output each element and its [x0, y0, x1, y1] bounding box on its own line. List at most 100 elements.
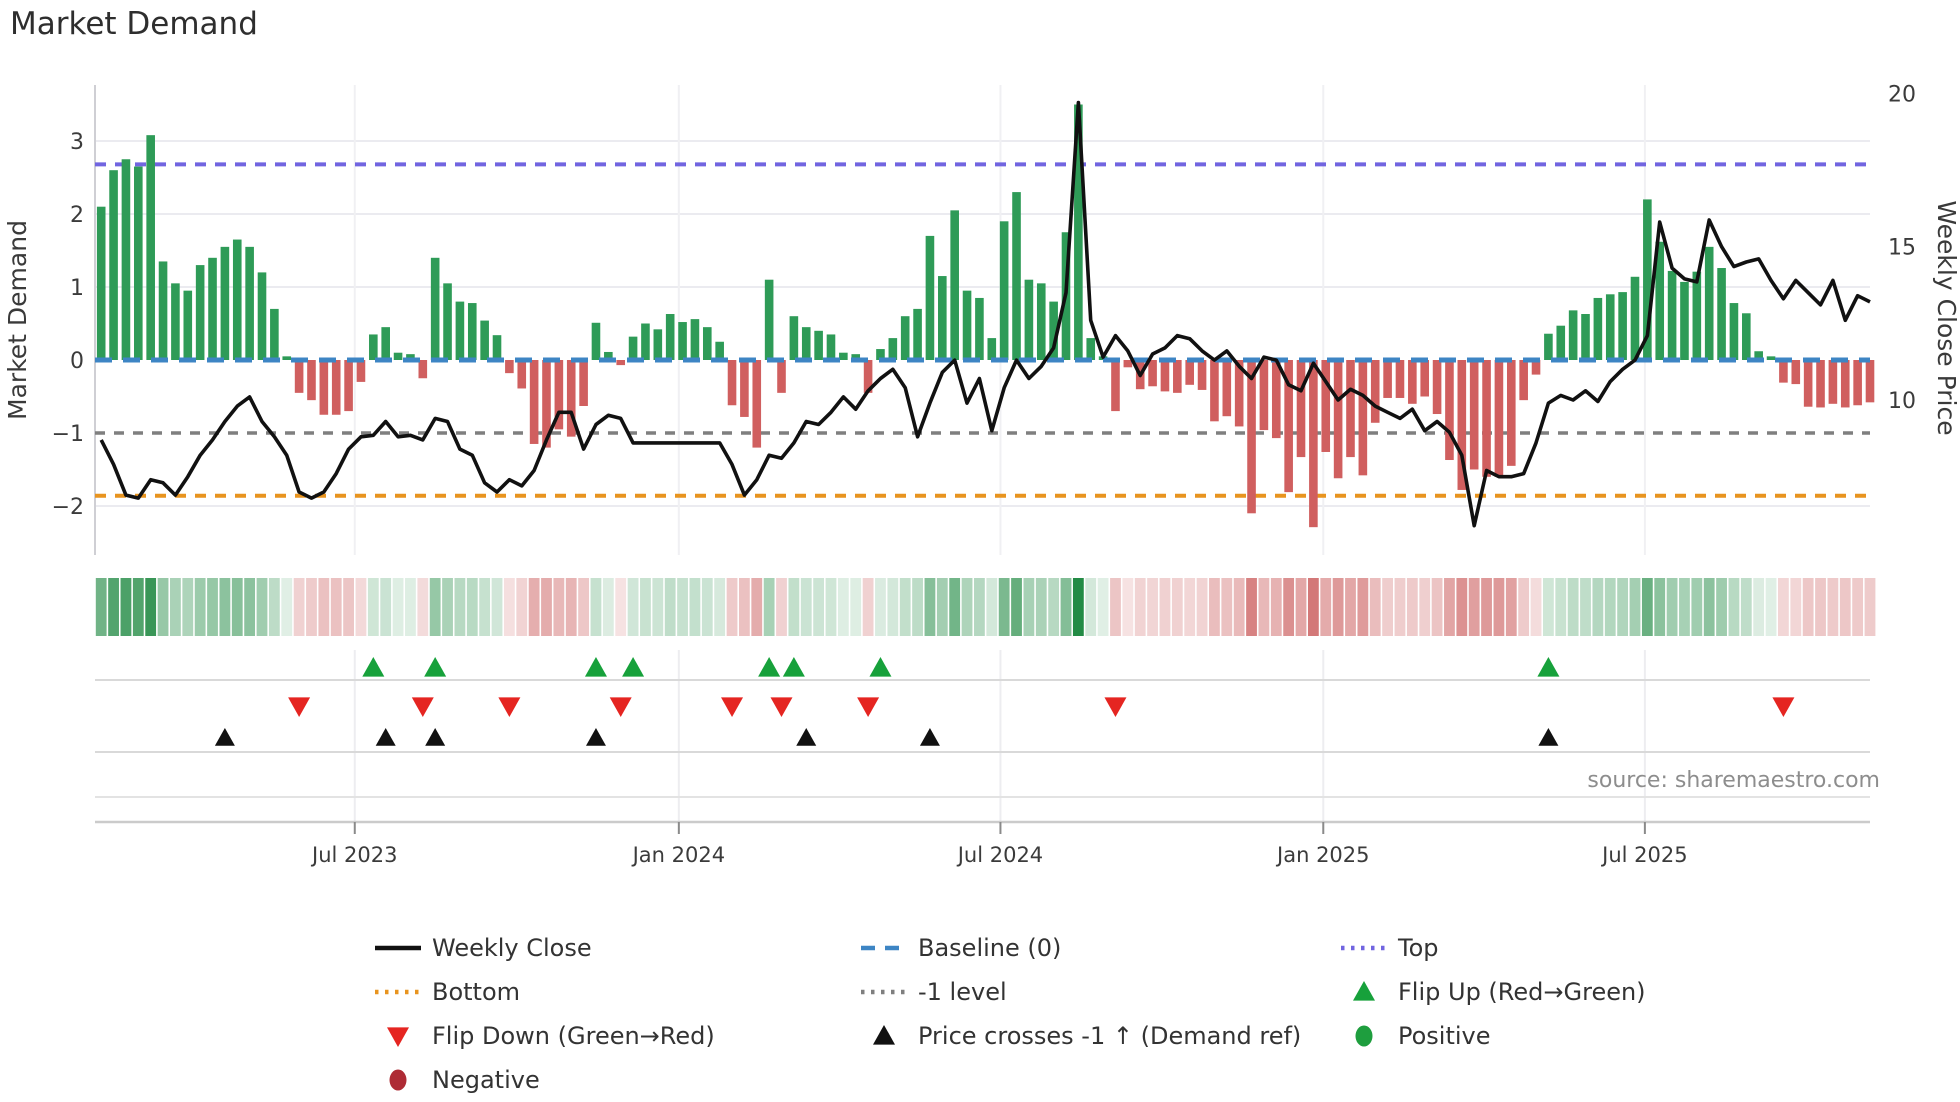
heatmap-cell [1357, 578, 1369, 636]
heatmap-cell [355, 578, 367, 636]
heatmap-cell [1221, 578, 1233, 636]
flip-up-markers [362, 657, 1560, 677]
demand-bar [1494, 360, 1504, 477]
heatmap-cell [899, 578, 911, 636]
legend-item-flip-up: Flip Up (Red→Green) [1353, 978, 1646, 1006]
heatmap-cell [491, 578, 503, 636]
demand-bar [1506, 360, 1516, 466]
heatmap-cell [380, 578, 392, 636]
flip-up-icon [869, 657, 892, 677]
demand-bar [96, 206, 106, 360]
demand-bar [1012, 192, 1021, 360]
heatmap-cell [912, 578, 923, 636]
legend: Weekly Close Baseline (0) Top Bottom -1 leve… [375, 934, 1646, 1094]
demand-bar [1049, 301, 1058, 360]
flip-down-icon [770, 697, 793, 717]
demand-bar [591, 322, 601, 360]
x-tick-label: Jul 2025 [1600, 843, 1687, 867]
heatmap-cell [182, 578, 194, 636]
demand-bar [975, 297, 984, 360]
price-cross-icon [425, 728, 446, 746]
demand-bar [1457, 360, 1467, 490]
demand-bar [851, 354, 861, 360]
legend-top-label: Top [1397, 934, 1439, 962]
heatmap-cell [1023, 578, 1035, 636]
flip-down-icon [857, 697, 880, 717]
demand-bar [1036, 283, 1046, 360]
heatmap-cell [330, 578, 342, 636]
demand-bar [1420, 360, 1430, 397]
demand-bar [1519, 360, 1528, 401]
demand-bar [1531, 360, 1541, 375]
heatmap-cell [207, 578, 218, 636]
demand-bar [529, 360, 539, 444]
demand-bar [1234, 360, 1244, 427]
heatmap-cell [1654, 578, 1666, 636]
demand-bar [1210, 360, 1219, 422]
heatmap-cell [949, 578, 961, 636]
demand-bar [1247, 360, 1256, 514]
demand-bar [393, 352, 403, 360]
demand-bar [1408, 360, 1417, 404]
heatmap-cell [528, 578, 540, 636]
heatmap-cell [120, 578, 132, 636]
demand-bar [702, 327, 712, 360]
heatmap-cell [1184, 578, 1196, 636]
demand-bar [1259, 360, 1269, 431]
price-cross-icon [919, 728, 940, 746]
heatmap-cell [1505, 578, 1517, 636]
heatmap-cell [442, 578, 453, 636]
y-right-tick-label: 20 [1888, 82, 1916, 107]
x-tick-label: Jul 2024 [956, 843, 1043, 867]
heatmap-cell [1703, 578, 1715, 636]
heatmap-cell [788, 578, 800, 636]
legend-flip-up-icon [1353, 981, 1375, 1001]
heatmap-cell [194, 578, 206, 636]
heatmap-cell [306, 578, 317, 636]
demand-bar [109, 170, 118, 360]
demand-bar [443, 283, 452, 360]
demand-bar [814, 330, 823, 360]
demand-bar [641, 323, 650, 360]
heatmap-cell [1369, 578, 1381, 636]
heatmap-cell [170, 578, 181, 636]
x-tick-label: Jul 2023 [310, 843, 397, 867]
demand-bar [715, 341, 724, 360]
demand-bar [826, 334, 836, 360]
demand-bar [1309, 360, 1318, 528]
heatmap-cell [1691, 578, 1703, 636]
heatmap-cell [1431, 578, 1443, 636]
heatmap-cell [1753, 578, 1765, 636]
demand-bar [690, 319, 700, 360]
heatmap-cell [1543, 578, 1554, 636]
demand-bar [1630, 276, 1640, 360]
heatmap-cell [268, 578, 280, 636]
legend-positive-icon [1355, 1025, 1373, 1047]
heatmap-cell [726, 578, 738, 636]
flip-down-icon [609, 697, 632, 717]
legend-baseline-label: Baseline (0) [918, 934, 1061, 962]
demand-bar [1568, 310, 1578, 360]
demand-bar [752, 360, 762, 448]
heatmap-cell [343, 578, 354, 636]
demand-bar [418, 360, 428, 379]
flip-down-icon [1104, 697, 1127, 717]
heatmap-cell [1518, 578, 1530, 636]
heatmap-cell [1345, 578, 1356, 636]
heatmap-cell [1666, 578, 1678, 636]
heatmap-cell [1171, 578, 1183, 636]
legend-flip-up-label: Flip Up (Red→Green) [1398, 978, 1646, 1006]
demand-bar [616, 360, 626, 366]
legend-item-flip-down: Flip Down (Green→Red) [387, 1022, 715, 1050]
demand-bar [369, 334, 378, 360]
heatmap-cell [405, 578, 416, 636]
demand-bar [245, 246, 254, 360]
demand-bar [1865, 360, 1875, 403]
heatmap-cell [875, 578, 886, 636]
demand-bar [950, 210, 959, 360]
legend-flip-down-label: Flip Down (Green→Red) [432, 1022, 715, 1050]
demand-bar [542, 360, 551, 448]
demand-bar [740, 360, 749, 417]
heatmap-cell [108, 578, 119, 636]
